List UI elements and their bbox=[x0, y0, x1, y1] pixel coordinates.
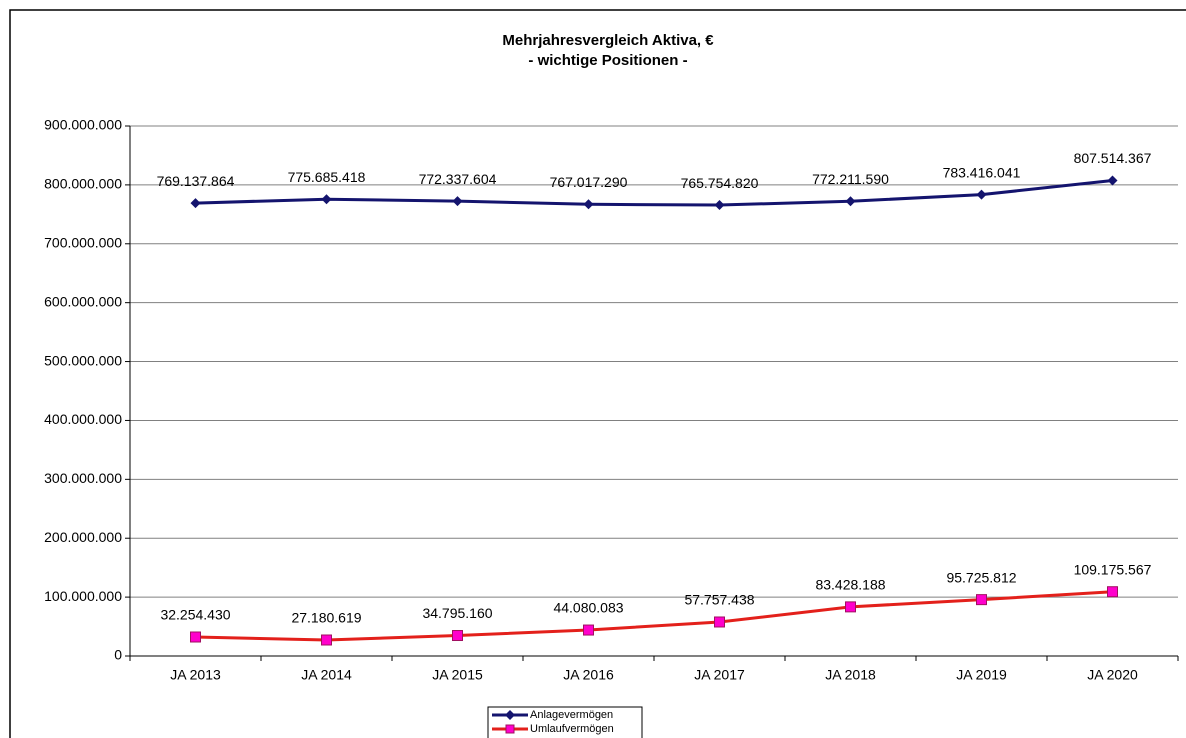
data-label: 772.337.604 bbox=[419, 171, 497, 187]
chart-subtitle: - wichtige Positionen - bbox=[528, 52, 687, 69]
data-label: 783.416.041 bbox=[943, 164, 1021, 180]
data-label: 32.254.430 bbox=[160, 607, 230, 623]
marker bbox=[845, 196, 856, 207]
y-tick-label: 900.000.000 bbox=[44, 117, 122, 133]
marker bbox=[714, 616, 725, 628]
marker bbox=[321, 194, 332, 205]
marker bbox=[976, 189, 987, 200]
x-tick-label: JA 2017 bbox=[694, 667, 745, 683]
data-label: 772.211.590 bbox=[812, 171, 889, 187]
data-label: 807.514.367 bbox=[1074, 150, 1152, 166]
x-tick-label: JA 2016 bbox=[563, 667, 614, 683]
marker bbox=[505, 724, 515, 734]
data-label: 27.180.619 bbox=[291, 610, 361, 626]
series-line bbox=[195, 590, 1113, 642]
series-line bbox=[195, 178, 1113, 207]
marker bbox=[976, 594, 987, 606]
data-label: 34.795.160 bbox=[422, 605, 492, 621]
chart-title: Mehrjahresvergleich Aktiva, € bbox=[502, 32, 714, 49]
data-label: 767.017.290 bbox=[550, 174, 628, 190]
marker bbox=[321, 634, 332, 646]
marker bbox=[714, 200, 725, 211]
legend-label: Anlagevermögen bbox=[530, 709, 613, 721]
x-tick-label: JA 2018 bbox=[825, 667, 876, 683]
data-label: 765.754.820 bbox=[681, 175, 759, 191]
y-tick-label: 700.000.000 bbox=[44, 234, 122, 250]
y-tick-label: 400.000.000 bbox=[44, 411, 122, 427]
x-tick-label: JA 2020 bbox=[1087, 667, 1138, 683]
marker bbox=[1107, 586, 1118, 598]
x-tick-label: JA 2013 bbox=[170, 667, 221, 683]
marker bbox=[583, 624, 594, 636]
y-tick-label: 800.000.000 bbox=[44, 176, 122, 192]
y-tick-label: 100.000.000 bbox=[44, 588, 122, 604]
chart-frame bbox=[9, 9, 1186, 738]
data-label: 83.428.188 bbox=[815, 577, 885, 593]
marker bbox=[452, 196, 463, 207]
marker bbox=[1107, 175, 1118, 186]
data-label: 769.137.864 bbox=[157, 173, 235, 189]
data-label: 44.080.083 bbox=[553, 600, 623, 616]
marker bbox=[190, 198, 201, 209]
x-tick-label: JA 2019 bbox=[956, 667, 1007, 683]
data-label: 775.685.418 bbox=[288, 169, 366, 185]
legend: Anlagevermögen Umlaufvermögen bbox=[487, 706, 643, 738]
data-label: 109.175.567 bbox=[1074, 561, 1152, 577]
marker bbox=[452, 630, 463, 642]
marker bbox=[583, 199, 594, 210]
data-label: 57.757.438 bbox=[684, 592, 754, 608]
marker bbox=[190, 631, 201, 643]
data-label: 95.725.812 bbox=[946, 569, 1016, 585]
x-tick-label: JA 2014 bbox=[301, 667, 352, 683]
y-tick-label: 0 bbox=[114, 647, 122, 663]
y-tick-label: 600.000.000 bbox=[44, 293, 122, 309]
marker bbox=[505, 710, 515, 720]
y-tick-label: 500.000.000 bbox=[44, 352, 122, 368]
x-tick-label: JA 2015 bbox=[432, 667, 483, 683]
marker bbox=[845, 601, 856, 613]
legend-label: Umlaufvermögen bbox=[530, 723, 614, 735]
y-tick-label: 300.000.000 bbox=[44, 470, 122, 486]
y-tick-label: 200.000.000 bbox=[44, 529, 122, 545]
